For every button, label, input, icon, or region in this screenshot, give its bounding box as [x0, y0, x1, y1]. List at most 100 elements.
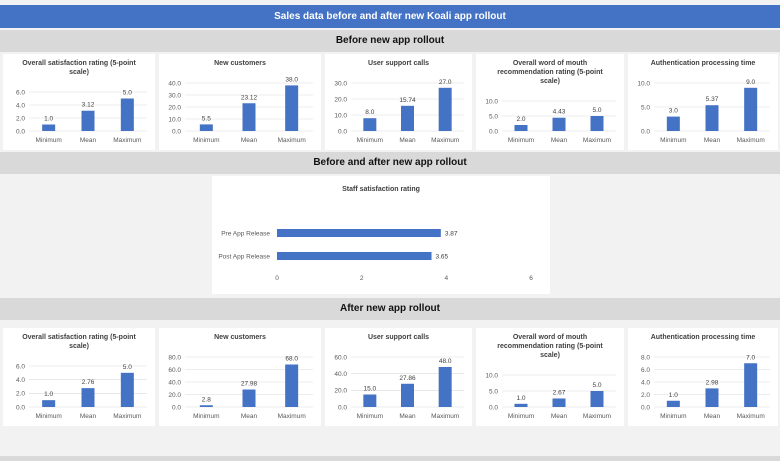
chart-after-customers: New customers 0.0 20.0 40.0 60.0 80.0 2.8 Minim… [159, 328, 321, 426]
chart-svg: Overall word of mouth recommendation rati… [485, 334, 616, 420]
chart-before-customers: New customers 0.0 10.0 20.0 30.0 40.0 5.5 Minim… [159, 54, 321, 150]
x-tick-label: Minimum [508, 137, 534, 144]
data-label: 15.0 [364, 386, 377, 393]
data-label: 1.0 [44, 391, 53, 398]
bar [199, 405, 213, 407]
x-tick-label: Maximum [737, 413, 765, 420]
x-tick-label: 0 [275, 275, 279, 282]
bar [363, 118, 377, 131]
y-tick-label: 30.0 [334, 80, 347, 87]
bar [514, 403, 528, 407]
x-tick-label: Mean [80, 413, 97, 420]
y-tick-label: 6.0 [16, 363, 25, 370]
chart-before-auth-time: Authentication processing time 0.0 5.0 10.0… [628, 54, 778, 150]
chart-svg: Authentication processing time 0.0 5.0 10.0… [637, 60, 770, 144]
y-tick-label: 6.0 [641, 367, 650, 374]
y-tick-label: 10.0 [637, 80, 650, 87]
x-tick-label: Maximum [113, 413, 141, 420]
chart-title: Overall word of mouth [513, 60, 587, 67]
data-label: 1.0 [516, 395, 525, 402]
chart-title: Staff satisfaction rating [342, 186, 420, 193]
chart-title: scale) [540, 352, 560, 359]
data-label: 2.8 [202, 396, 211, 403]
chart-title: Overall satisfaction rating (5-point [22, 334, 136, 341]
x-tick-label: Minimum [508, 413, 534, 420]
bar [552, 117, 566, 131]
x-tick-label: Maximum [113, 137, 141, 144]
data-label: 4.43 [553, 109, 566, 116]
x-tick-label: Mean [551, 137, 568, 144]
bar [42, 400, 56, 407]
y-tick-label: 2.0 [641, 392, 650, 399]
y-tick-label: 60.0 [334, 354, 347, 361]
y-tick-label: 10.0 [168, 116, 181, 123]
bar [401, 105, 414, 131]
chart-title: scale) [540, 78, 560, 85]
chart-title: scale) [69, 343, 89, 350]
bar [81, 110, 95, 131]
y-tick-label: 0.0 [172, 128, 181, 135]
bar [705, 105, 719, 131]
y-tick-label: 10.0 [485, 98, 498, 105]
section-before-header: Before new app rollout [0, 30, 780, 52]
bar [199, 124, 213, 131]
chart-svg: User support calls 0.0 10.0 20.0 30.0 8.0 Mini… [334, 60, 464, 144]
x-tick-label: 6 [529, 275, 533, 282]
y-tick-label: 5.0 [489, 388, 498, 395]
data-label: 9.0 [746, 79, 755, 86]
x-tick-label: Mean [80, 137, 97, 144]
y-tick-label: 40.0 [334, 371, 347, 378]
y-tick-label: 0.0 [641, 128, 650, 135]
x-tick-label: Minimum [35, 413, 61, 420]
x-tick-label: Maximum [278, 413, 306, 420]
data-label: 5.0 [123, 364, 132, 371]
bar [666, 400, 680, 407]
chart-svg: New customers 0.0 20.0 40.0 60.0 80.0 2.8 Minim… [168, 334, 313, 420]
chart-title: scale) [69, 69, 89, 76]
chart-before-support-calls: User support calls 0.0 10.0 20.0 30.0 8.0 Mini… [325, 54, 472, 150]
chart-svg: Staff satisfaction rating 3.87 Pre App Rel… [218, 186, 533, 282]
chart-staff-satisfaction: Staff satisfaction rating 3.87 Pre App Rel… [212, 176, 550, 294]
x-tick-label: Maximum [431, 137, 459, 144]
y-tick-label: 30.0 [168, 92, 181, 99]
y-tick-label: 10.0 [334, 112, 347, 119]
data-label: 3.87 [445, 230, 458, 237]
y-tick-label: 40.0 [168, 80, 181, 87]
chart-svg: Authentication processing time 0.0 2.0 4.0 6… [641, 334, 770, 420]
y-tick-label: 8.0 [641, 354, 650, 361]
bar [401, 383, 414, 407]
y-tick-label: 6.0 [16, 89, 25, 96]
chart-title: recommendation rating (5-point [497, 69, 603, 76]
x-tick-label: Maximum [583, 413, 611, 420]
x-tick-label: Minimum [193, 413, 219, 420]
dashboard-title: Sales data before and after new Koali ap… [0, 5, 780, 28]
data-label: 1.0 [44, 116, 53, 123]
data-label: 7.0 [746, 354, 755, 361]
x-tick-label: Mean [704, 137, 721, 144]
y-tick-label: 60.0 [168, 367, 181, 374]
chart-title: User support calls [368, 60, 429, 67]
chart-title: Overall word of mouth [513, 334, 587, 341]
x-tick-label: Minimum [357, 413, 383, 420]
y-tick-label: 20.0 [168, 392, 181, 399]
y-tick-label: 20.0 [334, 96, 347, 103]
data-label: 27.86 [399, 375, 416, 382]
y-tick-label: 0.0 [489, 404, 498, 411]
bar [242, 103, 256, 131]
data-label: 1.0 [669, 392, 678, 399]
chart-svg: Overall word of mouth recommendation rati… [485, 60, 616, 144]
bar [285, 85, 299, 131]
x-tick-label: 2 [360, 275, 364, 282]
data-label: 2.67 [553, 389, 566, 396]
bar [277, 252, 432, 260]
y-tick-label: 0.0 [338, 404, 347, 411]
chart-before-satisfaction: Overall satisfaction rating (5-point scal… [3, 54, 155, 150]
data-label: 5.5 [202, 115, 211, 122]
x-tick-label: Maximum [737, 137, 765, 144]
x-tick-label: Mean [704, 413, 721, 420]
x-tick-label: 4 [445, 275, 449, 282]
y-tick-label: 0.0 [172, 404, 181, 411]
chart-svg: User support calls 0.0 20.0 40.0 60.0 15.0 Min… [334, 334, 464, 420]
bar [277, 229, 441, 237]
bar [438, 367, 452, 407]
